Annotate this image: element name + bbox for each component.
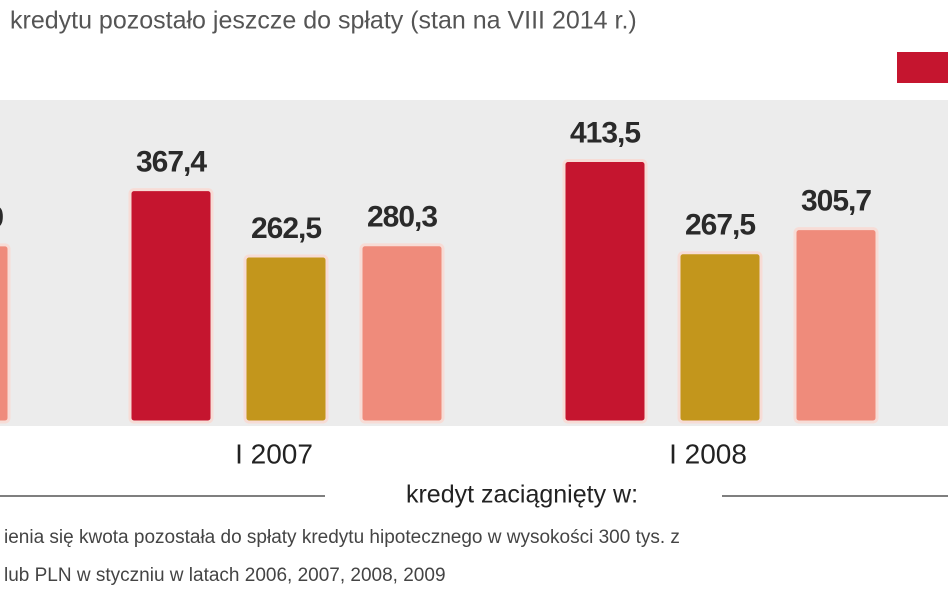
legend-swatch xyxy=(897,52,948,83)
value-label: 413,5 xyxy=(570,116,640,149)
value-label: 262,5 xyxy=(251,212,321,245)
value-label: 367,4 xyxy=(136,146,207,179)
bar xyxy=(562,158,648,424)
value-label: 280,0 xyxy=(0,201,3,234)
value-label: 267,5 xyxy=(685,209,755,242)
value-label: 280,3 xyxy=(367,201,437,234)
x-tick-label: I 2008 xyxy=(669,438,747,469)
bar xyxy=(128,188,214,424)
footnote: lub PLN w styczniu w latach 2006, 2007, … xyxy=(4,565,446,586)
bar xyxy=(0,243,11,424)
x-tick-label: I 2007 xyxy=(235,438,313,469)
bar xyxy=(677,251,763,424)
value-label: 305,7 xyxy=(801,185,871,218)
bar xyxy=(793,227,879,424)
bar xyxy=(359,243,445,424)
x-axis-label: kredyt zaciągnięty w: xyxy=(406,481,638,509)
footnote: ienia się kwota pozostała do spłaty kred… xyxy=(4,527,680,548)
bar xyxy=(243,254,329,424)
chart-title: kredytu pozostało jeszcze do spłaty (sta… xyxy=(10,7,637,35)
